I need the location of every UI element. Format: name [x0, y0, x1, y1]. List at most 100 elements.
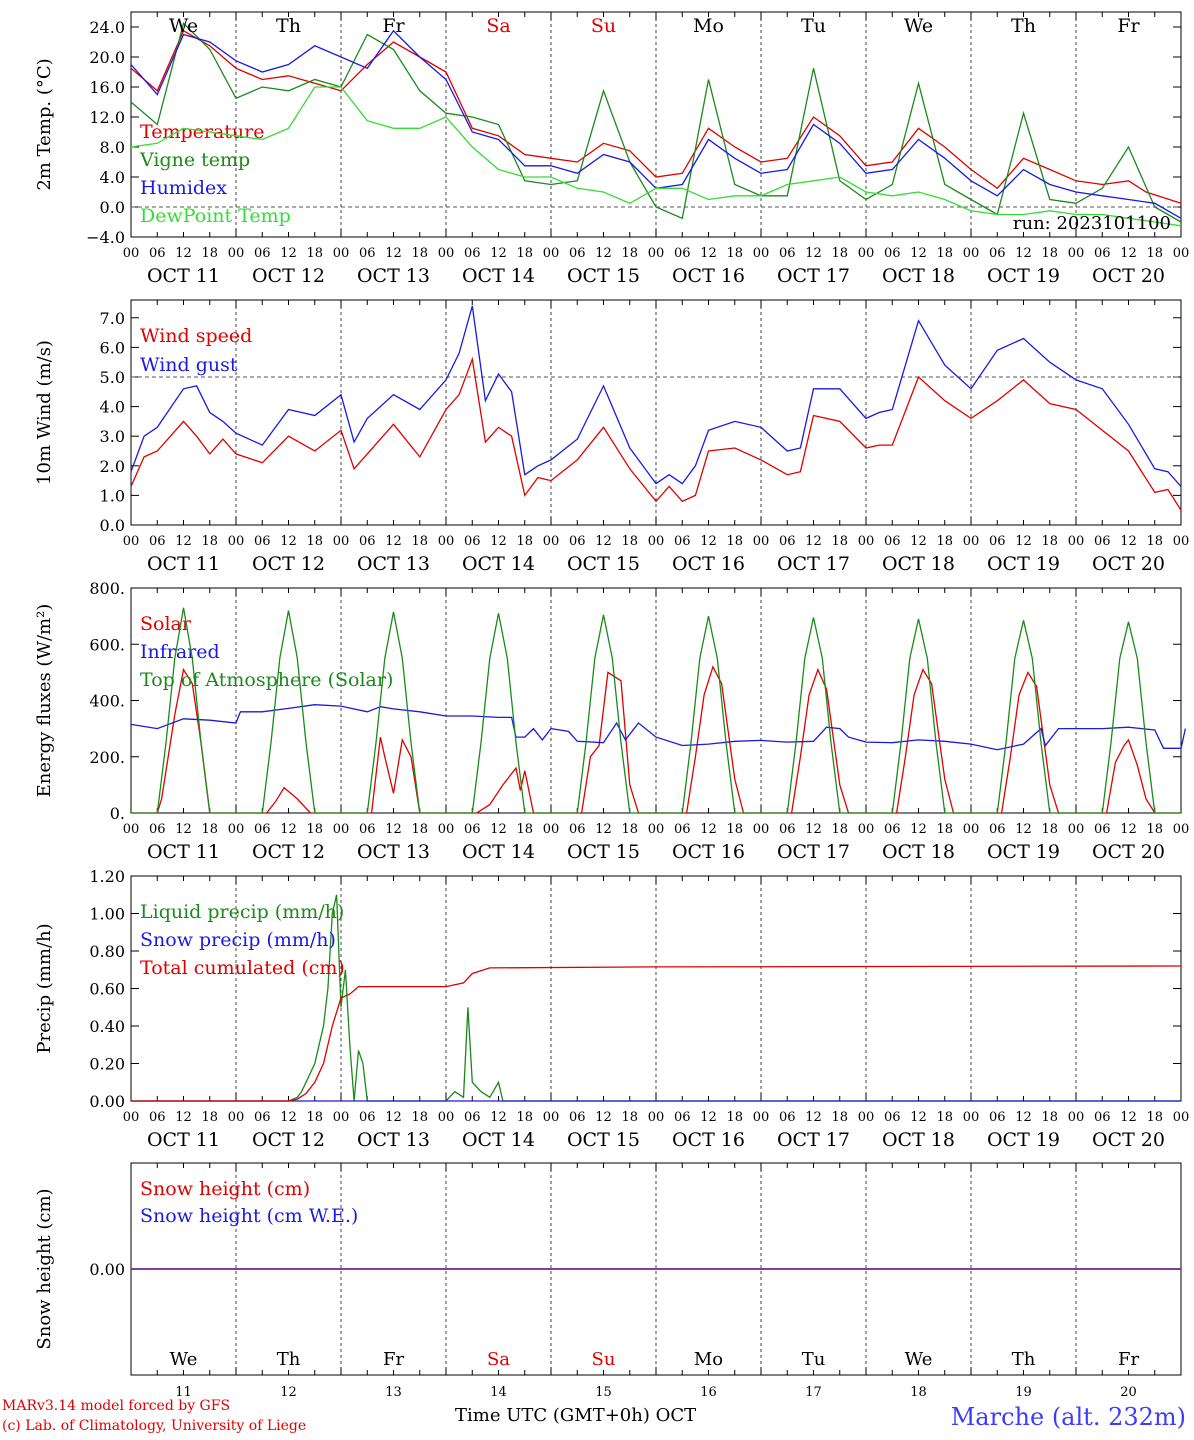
x-hour-label: 18: [411, 246, 428, 261]
x-hour-label: 00: [438, 822, 455, 837]
x-hour-label: 12: [595, 246, 612, 261]
x-date-label: OCT 16: [672, 553, 745, 575]
credit-line-1: MARv3.14 model forced by GFS: [2, 1398, 231, 1414]
x-hour-label: 00: [543, 246, 560, 261]
x-hour-label: 12: [805, 534, 822, 549]
y-tick-label: 0.80: [89, 942, 125, 961]
y-tick-label: 4.0: [100, 168, 125, 187]
x-hour-label: 06: [989, 1110, 1006, 1125]
panel-frame: [130, 299, 1182, 526]
x-date-label: OCT 14: [462, 265, 535, 287]
x-date-label: OCT 14: [462, 553, 535, 575]
x-hour-label: 18: [1041, 1110, 1058, 1125]
series-line-wind-speed: [130, 356, 1182, 511]
y-tick-label: −4.0: [86, 228, 125, 247]
weekday-label-top: Th: [276, 15, 301, 37]
x-hour-label: 06: [779, 1110, 796, 1125]
x-hour-label: 18: [726, 822, 743, 837]
x-hour-label: 06: [569, 246, 586, 261]
x-date-label: OCT 12: [252, 1129, 325, 1151]
y-tick-label: 16.0: [89, 78, 125, 97]
x-date-label: OCT 18: [882, 1129, 955, 1151]
x-hour-label: 00: [543, 822, 560, 837]
x-hour-label: 12: [385, 246, 402, 261]
x-hour-label: 06: [674, 822, 691, 837]
x-date-label: OCT 18: [882, 841, 955, 863]
day-number-label: 12: [280, 1385, 297, 1400]
legend-entry: Top of Atmosphere (Solar): [140, 669, 393, 691]
x-hour-label: 00: [1173, 246, 1190, 261]
x-hour-label: 18: [621, 246, 638, 261]
x-hour-label: 12: [280, 1110, 297, 1125]
y-tick-label: 1.00: [89, 905, 125, 924]
x-hour-label: 00: [858, 246, 875, 261]
x-hour-label: 00: [1173, 822, 1190, 837]
x-date-label: OCT 13: [357, 841, 430, 863]
y-tick-label: 4.0: [100, 398, 125, 417]
x-date-label: OCT 19: [987, 553, 1060, 575]
weekday-label-top: Fr: [1117, 15, 1140, 37]
day-number-label: 13: [385, 1385, 402, 1400]
y-tick-label: 2.0: [100, 457, 125, 476]
series-line-solar: [131, 665, 1181, 814]
x-hour-label: 12: [805, 822, 822, 837]
x-hour-label: 18: [1146, 534, 1163, 549]
x-hour-label: 12: [385, 1110, 402, 1125]
x-date-label: OCT 11: [147, 841, 220, 863]
weekday-label-bottom: Sa: [487, 1349, 510, 1370]
x-hour-label: 12: [490, 822, 507, 837]
x-hour-label: 06: [1094, 534, 1111, 549]
x-date-label: OCT 11: [147, 553, 220, 575]
weekday-label-top: Th: [1011, 15, 1036, 37]
weekday-label-top: Sa: [486, 15, 510, 37]
x-hour-label: 00: [1068, 822, 1085, 837]
y-axis-label: Snow height (cm): [34, 1188, 55, 1349]
x-hour-label: 00: [1173, 534, 1190, 549]
series-line-dewpoint-temp: [130, 86, 1182, 227]
legend-entry: Humidex: [140, 177, 227, 199]
x-date-label: OCT 15: [567, 841, 640, 863]
x-hour-label: 18: [306, 246, 323, 261]
x-hour-label: 06: [989, 534, 1006, 549]
x-hour-label: 18: [621, 822, 638, 837]
x-hour-label: 00: [333, 246, 350, 261]
x-hour-label: 18: [831, 534, 848, 549]
x-date-label: OCT 13: [357, 1129, 430, 1151]
x-hour-label: 18: [1041, 246, 1058, 261]
x-hour-label: 18: [201, 1110, 218, 1125]
x-hour-label: 18: [831, 822, 848, 837]
x-hour-label: 00: [858, 1110, 875, 1125]
x-hour-label: 12: [1120, 822, 1137, 837]
x-hour-label: 06: [989, 822, 1006, 837]
x-hour-label: 06: [254, 534, 271, 549]
legend-entry: Temperature: [140, 121, 264, 143]
legend-entry: Snow precip (mm/h): [140, 929, 336, 951]
x-hour-label: 00: [648, 534, 665, 549]
x-hour-label: 06: [464, 246, 481, 261]
x-hour-label: 12: [1120, 246, 1137, 261]
x-hour-label: 06: [569, 534, 586, 549]
x-axis-title: Time UTC (GMT+0h) OCT: [455, 1405, 696, 1426]
y-tick-label: 0.: [110, 804, 125, 823]
weekday-label-bottom: Th: [277, 1349, 301, 1370]
x-hour-label: 12: [490, 1110, 507, 1125]
x-hour-label: 00: [438, 1110, 455, 1125]
y-tick-label: 24.0: [89, 18, 125, 37]
x-hour-label: 18: [516, 822, 533, 837]
y-tick-label: 400.: [89, 692, 125, 711]
x-date-label: OCT 20: [1092, 841, 1165, 863]
x-hour-label: 12: [805, 1110, 822, 1125]
x-date-label: OCT 13: [357, 265, 430, 287]
y-tick-label: 12.0: [89, 108, 125, 127]
weekday-label-bottom: Su: [592, 1349, 616, 1370]
x-hour-label: 00: [753, 822, 770, 837]
x-hour-label: 12: [700, 822, 717, 837]
month-label: OCT: [655, 1405, 697, 1426]
panel-3: 800. 600. 400. 200. 0. Energy fluxes (W/m²) So…: [34, 579, 1189, 863]
x-hour-label: 06: [149, 534, 166, 549]
x-hour-label: 18: [621, 1110, 638, 1125]
x-hour-label: 00: [648, 246, 665, 261]
x-hour-label: 06: [149, 246, 166, 261]
x-hour-label: 18: [936, 246, 953, 261]
x-date-label: OCT 20: [1092, 1129, 1165, 1151]
